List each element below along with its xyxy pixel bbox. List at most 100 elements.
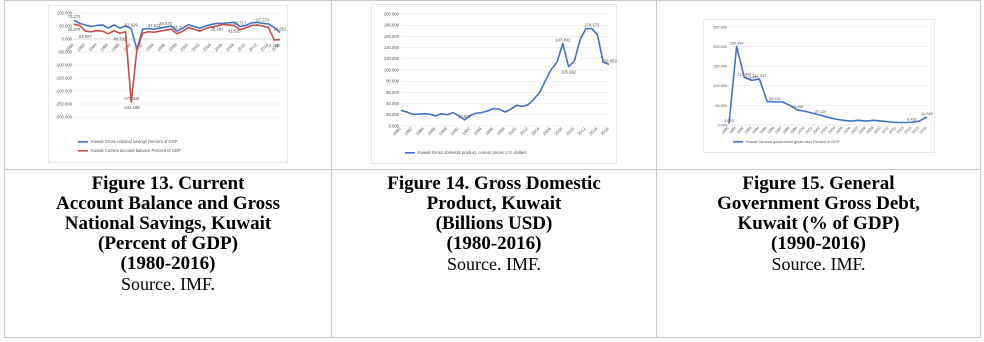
series-line-1 [73, 19, 281, 51]
x-tick-label: 2004 [202, 42, 213, 53]
y-tick-label: -50.000 [58, 49, 73, 54]
x-tick-label: 2004 [827, 126, 836, 135]
data-label: 6.436 [907, 117, 917, 121]
data-label: 147.402 [555, 37, 571, 42]
y-tick-label: -150.000 [55, 75, 72, 80]
x-tick-label: 2012 [888, 126, 897, 135]
x-tick-label: 2007 [850, 126, 859, 135]
figure-13-chart: 100.000 50.000 0.000 -50.000 -100.000 -150.00… [48, 5, 288, 163]
x-tick-label: 2002 [812, 126, 821, 135]
x-tick-label: 1994 [145, 42, 156, 53]
data-label: 10.826 [458, 114, 471, 119]
caption-line: Kuwait (% of GDP) [737, 213, 900, 234]
x-tick-label: 2006 [213, 42, 224, 53]
x-tick-label: 2009 [865, 126, 874, 135]
data-label: 41.616 [228, 28, 241, 33]
y-tick-label: 140.000 [384, 45, 400, 50]
x-tick-label: 1994 [751, 126, 760, 135]
x-tick-label: 2011 [881, 126, 890, 135]
figure-14-cell: 200.000 180.000 160.000 140.000 120.000 100.0… [331, 0, 657, 170]
y-tick-label: 180.000 [384, 23, 400, 28]
x-tick-label: 1990 [720, 126, 729, 135]
x-tick-label: 2000 [507, 126, 518, 137]
caption-line: Product, Kuwait [426, 193, 562, 214]
x-tick-label: 1992 [461, 126, 472, 137]
y-tick-label: 120.000 [384, 56, 400, 61]
caption-line: Account Balance and Gross [56, 193, 280, 214]
caption-line: Government Gross Debt, [717, 193, 920, 214]
figure-15-cell: 250.000 200.000 150.000 100.000 50.000 0.000 1… [656, 0, 981, 170]
x-tick-label: 1996 [484, 126, 495, 137]
figure-14-caption-cell: Figure 14. Gross Domestic Product, Kuwai… [331, 169, 657, 338]
x-tick-label: 2010 [873, 126, 882, 135]
figure-14-caption: Figure 14. Gross Domestic Product, Kuwai… [332, 174, 656, 254]
x-tick-label: 2004 [530, 126, 541, 137]
x-tick-label: 2012 [576, 126, 587, 137]
figure-15-caption-cell: Figure 15. General Government Gross Debt… [656, 169, 981, 338]
data-label: 174.173 [584, 23, 600, 28]
x-tick-label: 1980 [65, 42, 76, 53]
x-tick-label: 1998 [496, 126, 507, 137]
x-tick-label: 2000 [179, 42, 190, 53]
y-tick-label: 40.000 [386, 101, 399, 106]
x-tick-label: 1988 [110, 42, 121, 53]
x-tick-label: 2008 [553, 126, 564, 137]
x-tick-label: 2016 [600, 126, 611, 137]
y-tick-label: -200.000 [55, 88, 72, 93]
x-tick-label: 2014 [259, 42, 270, 53]
legend-entry: Kuwait Current account balance Percent o… [91, 148, 181, 153]
caption-line: Figure 13. Current [91, 173, 245, 194]
data-label: 2.250 [269, 43, 280, 48]
x-tick-label: 1984 [87, 42, 98, 53]
data-label: 54.567 [79, 34, 92, 39]
x-tick-label: 1986 [426, 126, 437, 137]
data-label: 113.845 [745, 75, 758, 79]
x-tick-label: 1995 [758, 126, 767, 135]
x-tick-label: 2006 [542, 126, 553, 137]
figure-15-chart: 250.000200.000150.000100.00050.0000.0001… [702, 19, 935, 153]
y-tick-label: 0.000 [62, 36, 73, 41]
y-tick-label: -100.000 [55, 62, 72, 67]
data-label: 22.276 [68, 27, 81, 32]
y-tick-label: 0.000 [717, 123, 727, 127]
data-label: 52.929 [125, 23, 138, 28]
y-tick-label: 100.000 [713, 84, 727, 88]
figure-15-caption: Figure 15. General Government Gross Debt… [657, 174, 980, 254]
x-tick-label: 2000 [797, 126, 806, 135]
figure-13-caption-cell: Figure 13. Current Account Balance and G… [4, 169, 332, 338]
series-line-1 [400, 27, 610, 121]
data-label: 117.337 [752, 74, 765, 78]
figure-table: 100.000 50.000 0.000 -50.000 -100.000 -150.00… [4, 0, 981, 338]
x-tick-label: 1992 [736, 126, 745, 135]
x-tick-label: 2016 [918, 126, 927, 135]
x-tick-label: 2005 [835, 126, 844, 135]
y-tick-label: 100.000 [57, 10, 73, 15]
y-tick-label: -250.000 [55, 101, 72, 106]
x-tick-label: 2015 [911, 126, 920, 135]
x-tick-label: 1984 [415, 126, 426, 137]
caption-line: (Percent of GDP) [98, 233, 238, 254]
figure-13-cell: 100.000 50.000 0.000 -50.000 -100.000 -150.00… [4, 0, 332, 170]
data-label: 20.585 [921, 112, 933, 116]
caption-line: (1980-2016) [120, 253, 216, 274]
x-tick-label: 2002 [519, 126, 530, 137]
data-label: 25.129 [814, 110, 826, 114]
x-tick-label: 1996 [156, 42, 167, 53]
data-label: 47.611 [148, 23, 161, 28]
y-tick-label: 200.000 [384, 11, 400, 16]
data-label: 38.498 [791, 105, 803, 109]
x-tick-label: 2001 [804, 126, 813, 135]
y-tick-label: 50.000 [715, 104, 727, 108]
y-tick-label: 20.000 [386, 112, 399, 117]
x-tick-label: 2002 [190, 42, 201, 53]
y-tick-label: 200.000 [713, 45, 727, 49]
figure-14-source: Source. IMF. [446, 254, 542, 274]
x-tick-label: 1990 [449, 126, 460, 137]
x-tick-label: 1997 [774, 126, 783, 135]
chart-frame [371, 4, 617, 164]
x-tick-label: 2014 [903, 126, 912, 135]
x-tick-label: 1993 [743, 126, 752, 135]
series-line-2 [73, 23, 281, 103]
caption-line: Figure 14. Gross Domestic [387, 173, 601, 194]
x-tick-label: 1988 [438, 126, 449, 137]
